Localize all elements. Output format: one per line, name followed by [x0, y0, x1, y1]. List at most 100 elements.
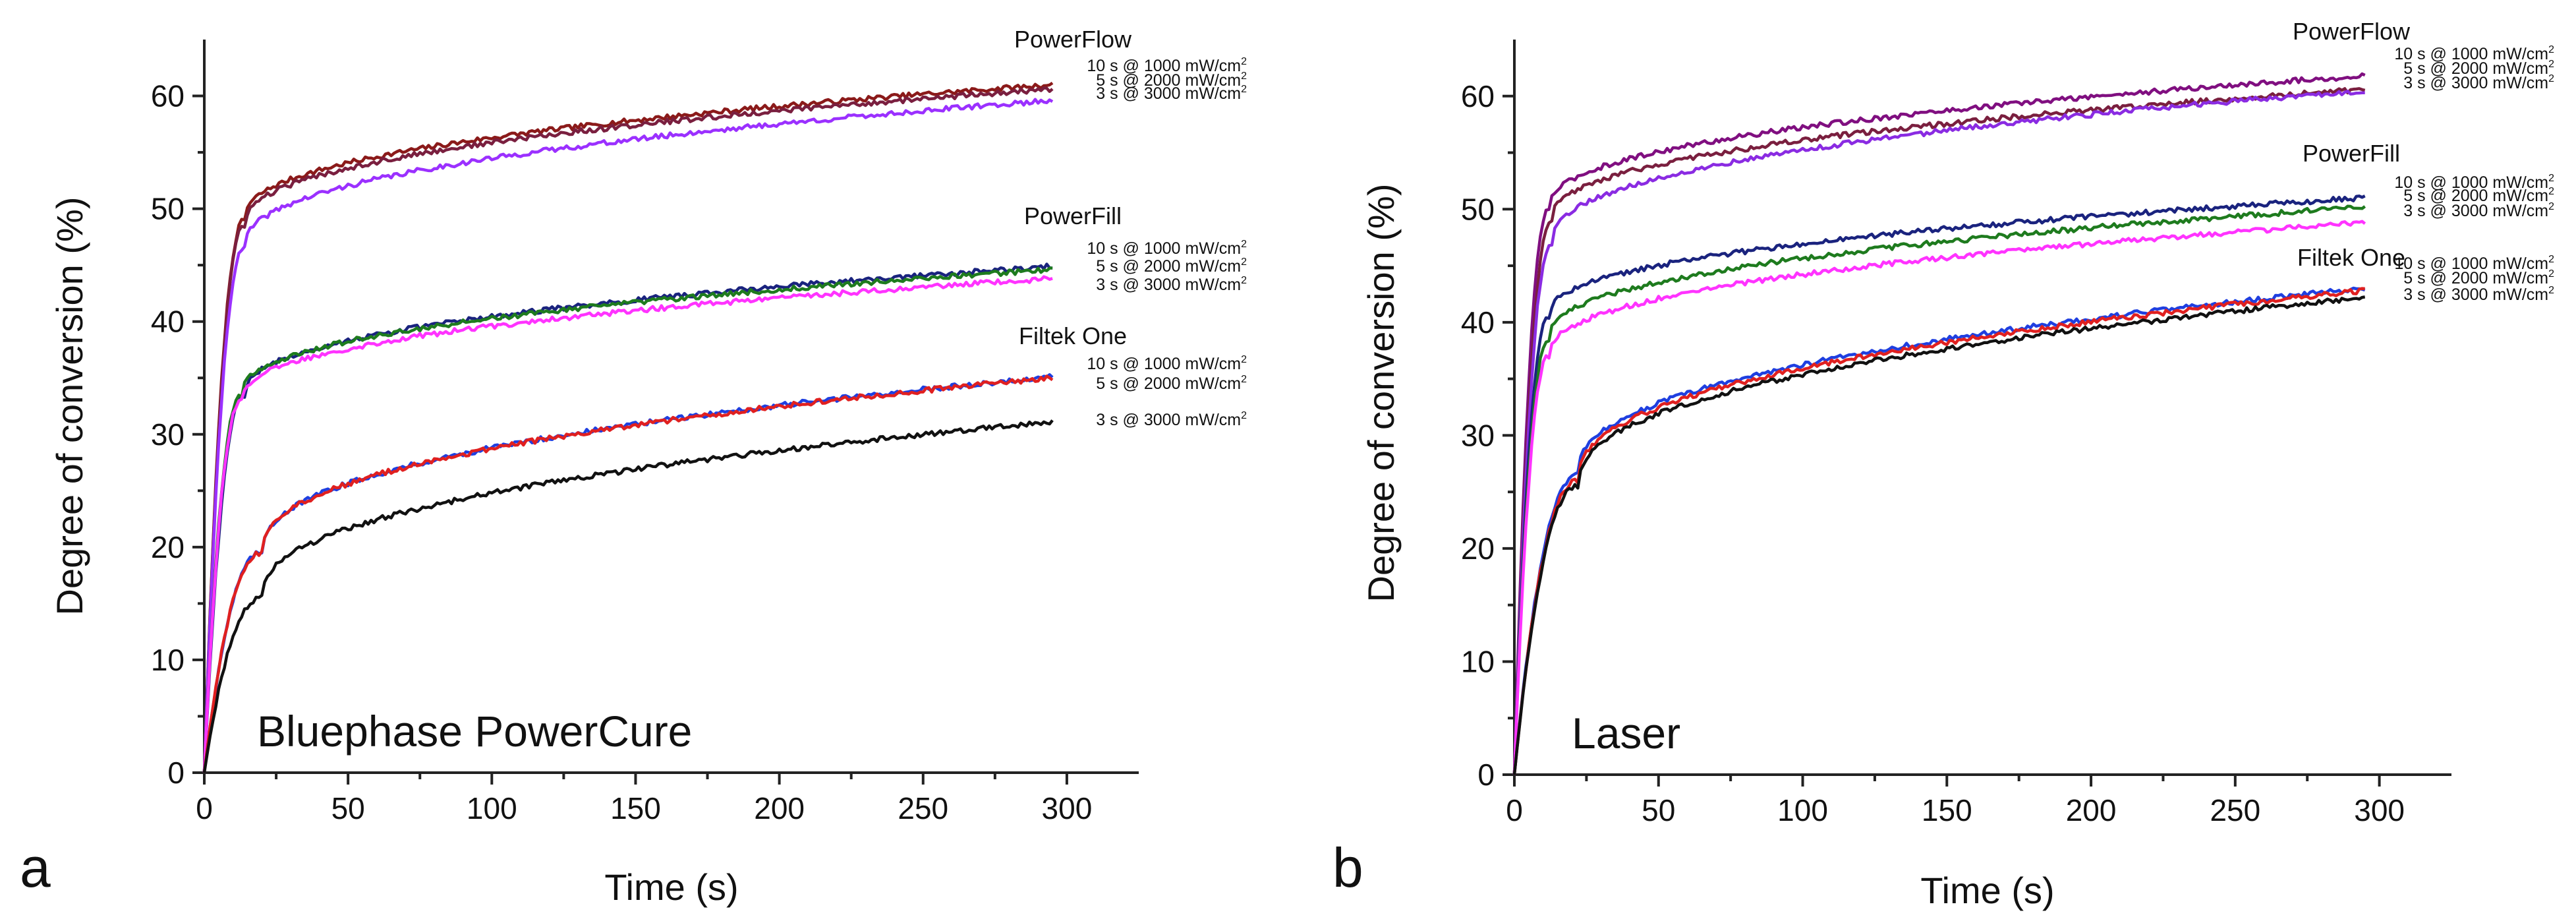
series-label-text: 3 s @ 3000 mW/cm: [1096, 276, 1241, 294]
series-label-text: 5 s @ 2000 mW/cm: [1096, 374, 1241, 393]
group-label-powerfill: PowerFill: [1024, 202, 1122, 229]
curve-filtek-one-2: [1512, 295, 2366, 775]
curve-powerfill-0: [1512, 194, 2366, 775]
series-label-powerflow-1: 5 s @ 2000 mW/cm2: [1096, 71, 1247, 90]
curve-powerflow-0: [202, 81, 1054, 773]
curve-filtek-one-0: [1512, 286, 2366, 775]
series-label-text: 3 s @ 3000 mW/cm: [1096, 84, 1241, 103]
y-tick-label: 30: [1461, 418, 1495, 452]
series-label-superscript: 2: [1241, 71, 1247, 82]
series-label-text: 3 s @ 3000 mW/cm: [1096, 411, 1241, 429]
series-label-text: 5 s @ 2000 mW/cm: [2403, 187, 2548, 205]
series-label-powerflow-0: 10 s @ 1000 mW/cm2: [2394, 44, 2554, 63]
series-label-text: 10 s @ 1000 mW/cm: [1087, 239, 1241, 258]
x-tick-label: 50: [1642, 793, 1675, 827]
x-tick-label: 0: [1506, 793, 1523, 827]
series-label-powerflow-1: 5 s @ 2000 mW/cm2: [2403, 59, 2554, 78]
series-label-text: 5 s @ 2000 mW/cm: [2403, 269, 2548, 287]
y-tick-label: 60: [1461, 79, 1495, 113]
series-label-superscript: 2: [2548, 44, 2554, 55]
series-label-powerfill-1: 5 s @ 2000 mW/cm2: [1096, 256, 1247, 276]
series-label-text: 3 s @ 3000 mW/cm: [2403, 202, 2548, 220]
series-label-text: 3 s @ 3000 mW/cm: [2403, 285, 2548, 304]
curve-powerflow-1: [1512, 87, 2366, 775]
curve-filtek-one-1: [1512, 287, 2365, 775]
series-label-superscript: 2: [2548, 186, 2554, 197]
group-label-powerflow: PowerFlow: [2293, 18, 2411, 45]
group-label-powerfill: PowerFill: [2303, 140, 2400, 167]
series-label-text: 10 s @ 1000 mW/cm: [1087, 355, 1241, 373]
series-label-superscript: 2: [1241, 84, 1247, 95]
series-label-superscript: 2: [2548, 268, 2554, 280]
x-tick-label: 250: [2210, 793, 2260, 827]
series-label-filtek-one-1: 5 s @ 2000 mW/cm2: [1096, 374, 1247, 393]
x-tick-label: 100: [1777, 793, 1828, 827]
chart-panel-a: 0 50 100 150 200 250 300 0 10 20 30 40 50 60 Time (s) D…: [20, 26, 1247, 908]
series-label-text: 10 s @ 1000 mW/cm: [1087, 57, 1241, 75]
series-label-superscript: 2: [1241, 275, 1247, 286]
curve-powerfill-0: [202, 262, 1053, 773]
curve-powerflow-2: [202, 98, 1054, 773]
y-tick-label: 50: [151, 192, 185, 226]
series-label-superscript: 2: [2548, 73, 2554, 84]
x-tick-label: 100: [467, 791, 517, 825]
x-tick-label: 0: [196, 791, 213, 825]
curve-powerfill-1: [1512, 204, 2366, 775]
series-label-text: 10 s @ 1000 mW/cm: [2394, 173, 2548, 192]
series-label-superscript: 2: [1241, 256, 1247, 268]
series-label-filtek-one-2: 3 s @ 3000 mW/cm2: [2403, 285, 2554, 304]
series-label-powerfill-0: 10 s @ 1000 mW/cm2: [1087, 239, 1247, 258]
x-tick-label: 300: [2354, 793, 2405, 827]
y-axis-title: Degree of conversion (%): [49, 197, 90, 616]
panel-letter: b: [1332, 837, 1363, 899]
y-axis-title: Degree of conversion (%): [1360, 184, 1402, 603]
curve-powerflow-0: [1512, 72, 2366, 775]
series-label-text: 10 s @ 1000 mW/cm: [2394, 254, 2548, 273]
curve-powerfill-1: [202, 266, 1053, 773]
series-label-superscript: 2: [1241, 354, 1247, 365]
curve-filtek-one-1: [202, 374, 1054, 773]
series-label-powerflow-2: 3 s @ 3000 mW/cm2: [2403, 73, 2554, 92]
y-tick-label: 0: [167, 756, 185, 790]
x-axis-title: Time (s): [1920, 870, 2054, 911]
y-tick-label: 30: [151, 417, 185, 452]
series-label-filtek-one-0: 10 s @ 1000 mW/cm2: [1087, 354, 1247, 373]
y-tick-label: 40: [1461, 305, 1495, 340]
series-label-powerfill-2: 3 s @ 3000 mW/cm2: [1096, 275, 1247, 294]
series-label-superscript: 2: [1241, 56, 1247, 67]
group-label-filtek-one: Filtek One: [1019, 322, 1127, 349]
panel-letter: a: [20, 837, 51, 899]
curve-powerfill-2: [202, 275, 1053, 773]
series-label-superscript: 2: [1241, 239, 1247, 250]
y-tick-label: 20: [151, 530, 185, 564]
series-label-superscript: 2: [1241, 410, 1247, 421]
x-tick-label: 200: [754, 791, 805, 825]
series-label-text: 5 s @ 2000 mW/cm: [2403, 59, 2548, 78]
x-tick-label: 150: [610, 791, 661, 825]
series-label-superscript: 2: [2548, 254, 2554, 265]
series-label-superscript: 2: [2548, 201, 2554, 212]
y-tick-label: 0: [1477, 758, 1495, 792]
series-label-powerfill-1: 5 s @ 2000 mW/cm2: [2403, 186, 2554, 205]
series-label-text: 5 s @ 2000 mW/cm: [1096, 71, 1241, 90]
series-label-text: 10 s @ 1000 mW/cm: [2394, 45, 2548, 63]
curve-filtek-one-2: [202, 419, 1054, 773]
series-label-filtek-one-1: 5 s @ 2000 mW/cm2: [2403, 268, 2554, 287]
x-tick-label: 300: [1042, 791, 1093, 825]
series-label-powerflow-2: 3 s @ 3000 mW/cm2: [1096, 84, 1247, 103]
series-label-filtek-one-0: 10 s @ 1000 mW/cm2: [2394, 254, 2554, 273]
series-label-superscript: 2: [2548, 173, 2554, 184]
x-tick-label: 50: [331, 791, 365, 825]
series-label-powerfill-0: 10 s @ 1000 mW/cm2: [2394, 173, 2554, 192]
curve-powerflow-1: [202, 86, 1054, 773]
series-label-text: 5 s @ 2000 mW/cm: [1096, 257, 1241, 276]
y-tick-label: 20: [1461, 531, 1495, 566]
chart-title: Bluephase PowerCure: [257, 707, 692, 756]
x-tick-label: 200: [2066, 793, 2117, 827]
chart-panel-b: 0 50 100 150 200 250 300 0 10 20 30 40 50 60 Time (s) D…: [1332, 18, 2554, 911]
y-tick-label: 10: [1461, 644, 1495, 678]
series-label-powerflow-0: 10 s @ 1000 mW/cm2: [1087, 56, 1247, 75]
y-tick-label: 60: [151, 79, 185, 113]
group-label-powerflow: PowerFlow: [1014, 26, 1132, 53]
